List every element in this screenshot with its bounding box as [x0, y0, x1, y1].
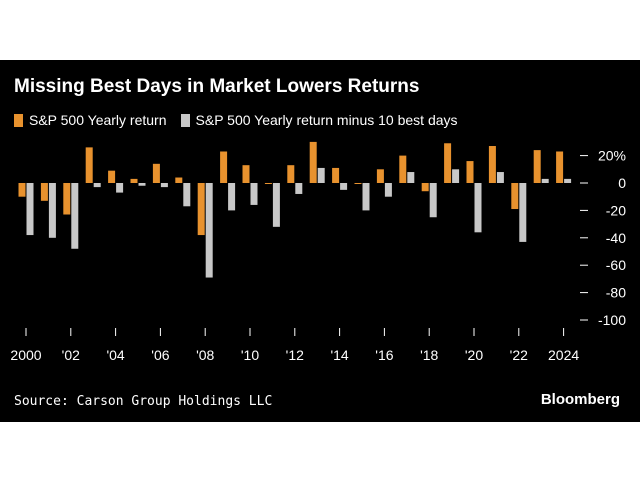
- legend-swatch-yearly-return: [14, 113, 23, 127]
- y-tick-label--100: -100: [598, 312, 626, 328]
- bar-yearly-return-2016: [376, 169, 384, 183]
- x-tick-label-2006: '06: [151, 347, 169, 363]
- bar-minus-best-days-2009: [228, 183, 236, 211]
- bar-minus-best-days-2013: [317, 167, 325, 183]
- y-tick-label-20: 20%: [598, 148, 626, 164]
- bar-chart-plot: 20% 0 -20 -40 -60 -80 -100 2000 '02 '04 '06 '08 '10 '…: [10, 141, 626, 363]
- bar-minus-best-days-2024: [564, 178, 572, 183]
- x-tick-label-2010: '10: [241, 347, 259, 363]
- chart-legend: S&P 500 Yearly return S&P 500 Yearly ret…: [14, 112, 458, 128]
- x-tick-label-2020: '20: [465, 347, 483, 363]
- bar-yearly-return-2015: [354, 183, 362, 184]
- x-tick-label-2014: '14: [330, 347, 348, 363]
- bar-yearly-return-2000: [18, 183, 26, 197]
- legend-item-yearly-return: S&P 500 Yearly return: [14, 112, 167, 128]
- bar-yearly-return-2020: [466, 161, 474, 183]
- bar-minus-best-days-2015: [362, 183, 370, 211]
- legend-label-yearly-return: S&P 500 Yearly return: [29, 112, 167, 128]
- bar-yearly-return-2010: [242, 165, 250, 183]
- chart-card: Missing Best Days in Market Lowers Retur…: [0, 60, 640, 422]
- x-tick-label-2018: '18: [420, 347, 438, 363]
- bar-yearly-return-2012: [287, 165, 295, 183]
- bar-minus-best-days-2005: [138, 183, 146, 186]
- bar-yearly-return-2019: [444, 143, 452, 183]
- bar-yearly-return-2004: [108, 170, 116, 183]
- bar-yearly-return-2005: [130, 178, 138, 183]
- bar-yearly-return-2021: [488, 146, 496, 183]
- x-tick-label-2004: '04: [106, 347, 124, 363]
- bar-yearly-return-2006: [152, 163, 160, 183]
- y-tick-label--20: -20: [606, 202, 626, 218]
- bar-yearly-return-2002: [63, 183, 71, 215]
- y-tick-label--60: -60: [606, 257, 626, 273]
- bar-yearly-return-2023: [533, 150, 541, 183]
- bar-minus-best-days-2023: [541, 178, 549, 183]
- x-tick-label-2002: '02: [62, 347, 80, 363]
- y-tick-label--80: -80: [606, 285, 626, 301]
- x-tick-label-2012: '12: [286, 347, 304, 363]
- bar-minus-best-days-2007: [183, 183, 191, 207]
- bar-minus-best-days-2020: [474, 183, 482, 233]
- x-tick-label-2022: '22: [510, 347, 528, 363]
- bar-minus-best-days-2002: [71, 183, 79, 249]
- bar-minus-best-days-2017: [407, 172, 415, 183]
- x-tick-label-2024: 2024: [548, 347, 579, 363]
- bar-yearly-return-2024: [556, 151, 564, 183]
- bar-minus-best-days-2000: [26, 183, 34, 236]
- bar-minus-best-days-2010: [250, 183, 258, 205]
- legend-item-minus-best-days: S&P 500 Yearly return minus 10 best days: [180, 112, 458, 128]
- bar-yearly-return-2014: [332, 167, 340, 183]
- bar-yearly-return-2009: [220, 151, 228, 183]
- bar-minus-best-days-2001: [48, 183, 56, 238]
- bar-minus-best-days-2006: [160, 183, 168, 188]
- x-tick-label-2008: '08: [196, 347, 214, 363]
- bar-minus-best-days-2014: [340, 183, 348, 190]
- bar-yearly-return-2008: [197, 183, 205, 236]
- bar-minus-best-days-2004: [116, 183, 124, 193]
- bar-yearly-return-2017: [399, 155, 407, 183]
- bar-minus-best-days-2019: [452, 169, 460, 183]
- bar-minus-best-days-2012: [295, 183, 303, 194]
- bar-minus-best-days-2011: [272, 183, 280, 227]
- bar-yearly-return-2018: [421, 183, 429, 192]
- bar-minus-best-days-2022: [519, 183, 527, 242]
- y-tick-label-0: 0: [618, 175, 626, 191]
- bar-yearly-return-2001: [40, 183, 48, 201]
- bar-yearly-return-2007: [175, 177, 183, 183]
- source-note: Source: Carson Group Holdings LLC: [14, 394, 273, 409]
- bar-yearly-return-2022: [511, 183, 519, 210]
- bloomberg-logo: Bloomberg: [540, 391, 620, 408]
- bar-yearly-return-2003: [85, 147, 93, 183]
- bar-minus-best-days-2021: [496, 172, 504, 183]
- legend-swatch-minus-best-days: [180, 113, 190, 127]
- legend-label-minus-best-days: S&P 500 Yearly return minus 10 best days: [195, 112, 458, 128]
- bar-minus-best-days-2018: [429, 183, 437, 218]
- bar-minus-best-days-2008: [205, 183, 213, 278]
- x-tick-label-2016: '16: [375, 347, 393, 363]
- chart-title: Missing Best Days in Market Lowers Retur…: [14, 76, 420, 97]
- bar-yearly-return-2013: [309, 141, 317, 183]
- bar-minus-best-days-2003: [93, 183, 101, 188]
- y-tick-label--40: -40: [606, 230, 626, 246]
- bar-yearly-return-2011: [264, 183, 272, 184]
- x-tick-label-2000: 2000: [10, 347, 41, 363]
- bar-minus-best-days-2016: [384, 183, 392, 197]
